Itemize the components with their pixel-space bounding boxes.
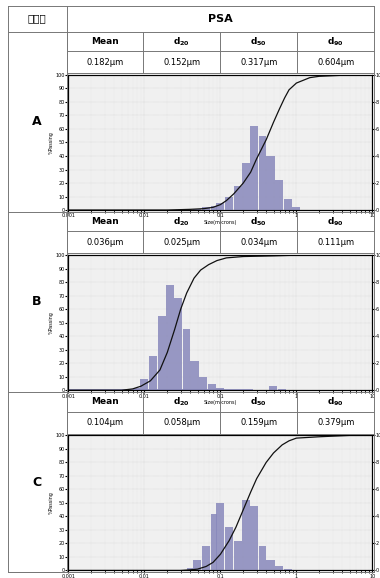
Text: 0.058μm: 0.058μm <box>163 418 201 427</box>
Bar <box>140 379 148 390</box>
Bar <box>216 388 224 390</box>
Text: PSA: PSA <box>208 14 233 24</box>
Bar <box>133 388 140 390</box>
Text: 0.159μm: 0.159μm <box>240 418 277 427</box>
Bar <box>269 386 277 390</box>
Bar <box>199 377 207 390</box>
Bar <box>259 136 266 210</box>
Bar <box>250 506 258 570</box>
Bar <box>234 186 242 210</box>
Bar <box>208 383 216 390</box>
Bar <box>211 514 217 570</box>
Text: $\mathbf{d_{90}}$: $\mathbf{d_{90}}$ <box>327 216 344 228</box>
Bar <box>216 203 224 210</box>
Text: $\mathbf{d_{20}}$: $\mathbf{d_{20}}$ <box>173 35 190 47</box>
Bar <box>250 126 258 210</box>
Bar <box>259 546 266 570</box>
Y-axis label: %Passing: %Passing <box>49 131 54 154</box>
Text: B: B <box>32 295 42 309</box>
Bar <box>242 500 250 570</box>
Bar <box>216 503 224 570</box>
Bar <box>284 199 292 210</box>
Bar <box>292 208 300 210</box>
Bar <box>149 357 157 390</box>
Bar <box>203 546 210 570</box>
Text: 0.036μm: 0.036μm <box>86 238 124 247</box>
Bar <box>203 208 210 210</box>
Bar <box>193 209 201 210</box>
Bar <box>266 560 275 570</box>
Text: A: A <box>32 115 42 128</box>
Text: $\mathbf{d_{90}}$: $\mathbf{d_{90}}$ <box>327 35 344 47</box>
Text: 분산제: 분산제 <box>28 14 46 24</box>
Text: 0.111μm: 0.111μm <box>317 238 355 247</box>
Bar <box>183 329 190 390</box>
Bar <box>187 568 193 570</box>
Text: 0.182μm: 0.182μm <box>86 58 124 66</box>
Bar <box>266 156 275 210</box>
Y-axis label: %Passing: %Passing <box>49 312 54 334</box>
Text: 0.379μm: 0.379μm <box>317 418 355 427</box>
Bar <box>234 541 242 570</box>
Text: 0.025μm: 0.025μm <box>163 238 201 247</box>
Text: $\mathbf{d_{50}}$: $\mathbf{d_{50}}$ <box>250 35 268 47</box>
Y-axis label: %Passing: %Passing <box>49 491 54 514</box>
Bar <box>190 361 199 390</box>
Bar <box>158 316 166 390</box>
Text: 0.317μm: 0.317μm <box>240 58 277 66</box>
Bar <box>225 197 233 210</box>
Bar <box>0 389 253 390</box>
X-axis label: Size(microns): Size(microns) <box>204 400 237 405</box>
X-axis label: Size(microns): Size(microns) <box>204 220 237 225</box>
Bar <box>278 389 286 390</box>
Text: $\mathbf{d_{90}}$: $\mathbf{d_{90}}$ <box>327 395 344 408</box>
Text: 0.152μm: 0.152μm <box>163 58 201 66</box>
Text: C: C <box>32 476 42 488</box>
Text: Mean: Mean <box>91 37 119 46</box>
Bar <box>211 206 217 210</box>
Text: $\mathbf{d_{50}}$: $\mathbf{d_{50}}$ <box>250 395 268 408</box>
Text: Mean: Mean <box>91 397 119 406</box>
Text: 0.604μm: 0.604μm <box>317 58 355 66</box>
Bar <box>275 566 283 570</box>
Text: 0.104μm: 0.104μm <box>86 418 124 427</box>
Bar <box>193 560 201 570</box>
Text: Mean: Mean <box>91 217 119 226</box>
Bar <box>275 180 283 210</box>
Bar <box>284 569 292 570</box>
Text: $\mathbf{d_{50}}$: $\mathbf{d_{50}}$ <box>250 216 268 228</box>
Bar <box>225 527 233 570</box>
Text: $\mathbf{d_{20}}$: $\mathbf{d_{20}}$ <box>173 395 190 408</box>
Text: 0.034μm: 0.034μm <box>240 238 277 247</box>
Bar <box>174 298 182 390</box>
Text: $\mathbf{d_{20}}$: $\mathbf{d_{20}}$ <box>173 216 190 228</box>
Bar <box>242 163 250 210</box>
Bar <box>166 285 174 390</box>
